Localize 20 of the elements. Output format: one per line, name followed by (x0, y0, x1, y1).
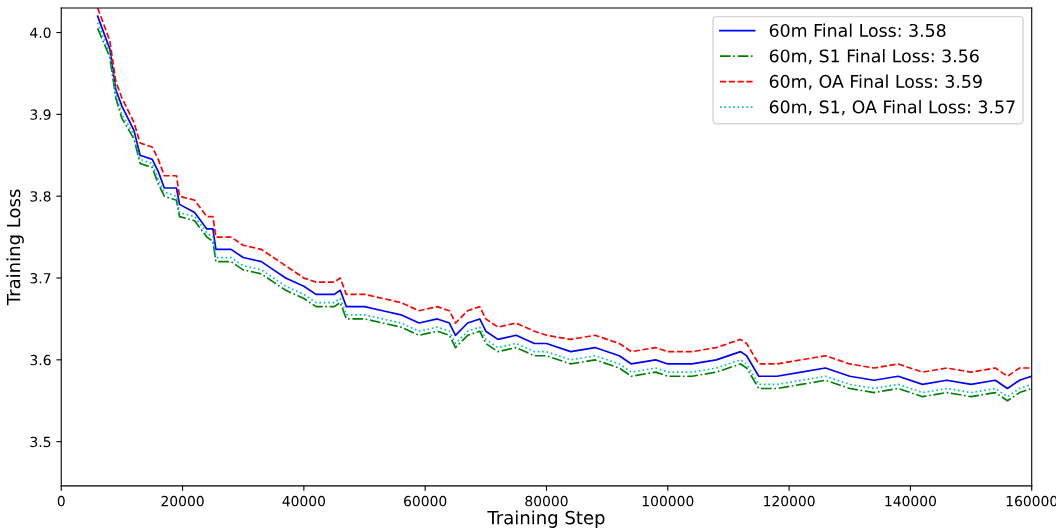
x-tick-label: 60000 (404, 495, 447, 507)
legend-label: 60m, OA Final Loss: 3.59 (769, 74, 982, 90)
x-tick-label: 20000 (161, 495, 204, 507)
y-tick-label: 3.6 (30, 354, 51, 366)
x-tick-label: 0 (57, 495, 65, 507)
y-tick-label: 3.5 (30, 436, 51, 448)
x-tick-label: 80000 (525, 495, 568, 507)
x-tick-label: 140000 (885, 495, 936, 507)
y-axis-title: Training Loss (6, 189, 24, 306)
x-tick-label: 40000 (282, 495, 326, 507)
legend-label: 60m, S1 Final Loss: 3.56 (769, 49, 979, 65)
legend-label: 60m Final Loss: 3.58 (769, 23, 946, 38)
y-tick-label: 3.9 (30, 109, 51, 120)
x-axis-title: Training Step (487, 510, 605, 528)
x-tick-label: 100000 (642, 495, 694, 507)
legend-label: 60m, S1, OA Final Loss: 3.57 (769, 100, 1015, 116)
x-tick-label: 120000 (764, 495, 815, 507)
y-tick-label: 4.0 (30, 27, 51, 38)
y-tick-label: 3.8 (30, 191, 51, 202)
y-tick-label: 3.7 (30, 272, 51, 284)
